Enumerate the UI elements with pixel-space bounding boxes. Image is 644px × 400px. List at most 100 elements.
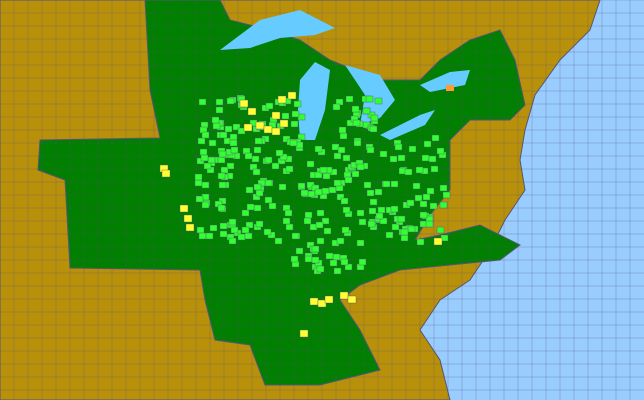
bright-county <box>197 137 206 145</box>
bright-county <box>279 153 288 161</box>
bright-county <box>282 217 291 225</box>
bright-county <box>307 190 316 198</box>
bright-county <box>201 181 210 189</box>
yellow-county <box>287 91 297 100</box>
bright-county <box>194 179 203 187</box>
bright-county <box>291 232 300 240</box>
bright-county <box>430 165 439 173</box>
bright-county <box>325 252 334 260</box>
bright-county <box>368 207 377 215</box>
bright-county <box>218 150 227 158</box>
yellow-county <box>239 99 249 108</box>
bright-county <box>232 123 241 131</box>
bright-county <box>201 201 210 209</box>
bright-county <box>426 187 435 195</box>
bright-county <box>423 140 432 148</box>
bright-county <box>429 202 438 210</box>
bright-county <box>319 166 328 174</box>
bright-county <box>439 184 448 192</box>
yellow-county <box>277 95 287 104</box>
bright-county <box>257 179 266 187</box>
bright-county <box>226 162 235 170</box>
bright-county <box>285 223 294 231</box>
bright-county <box>341 226 350 234</box>
yellow-county <box>339 291 349 300</box>
bright-county <box>336 193 345 201</box>
bright-county <box>220 166 229 174</box>
bright-county <box>394 143 403 151</box>
bright-county <box>194 173 203 181</box>
bright-county <box>251 155 260 163</box>
bright-county <box>219 131 228 139</box>
bright-county <box>323 227 332 235</box>
bright-county <box>328 186 337 194</box>
bright-county <box>390 205 399 213</box>
bright-county <box>351 170 360 178</box>
bright-county <box>207 156 216 164</box>
yellow-county <box>347 295 357 304</box>
yellow-county <box>309 297 319 306</box>
bright-county <box>200 154 209 162</box>
bright-county <box>217 204 226 212</box>
bright-county <box>316 265 325 273</box>
bright-county <box>351 105 360 113</box>
yellow-county <box>271 127 281 136</box>
bright-county <box>374 188 383 196</box>
bright-county <box>271 162 280 170</box>
bright-county <box>229 139 238 147</box>
bright-county <box>303 217 312 225</box>
bright-county <box>442 191 451 199</box>
bright-county <box>228 218 237 226</box>
bright-county <box>390 180 399 188</box>
bright-county <box>304 255 313 263</box>
bright-county <box>274 237 283 245</box>
bright-county <box>211 116 220 124</box>
bright-county <box>356 163 365 171</box>
bright-county <box>230 146 239 154</box>
bright-county <box>353 139 362 147</box>
bright-county <box>316 209 325 217</box>
bright-county <box>245 186 254 194</box>
bright-county <box>425 220 434 228</box>
bright-county <box>366 189 375 197</box>
bright-county <box>203 162 212 170</box>
yellow-county <box>263 125 273 134</box>
bright-county <box>224 125 233 133</box>
bright-county <box>352 119 361 127</box>
yellow-county <box>317 299 327 308</box>
bright-county <box>253 204 262 212</box>
bright-county <box>374 97 383 105</box>
bright-county <box>196 226 205 234</box>
bright-county <box>333 267 342 275</box>
bright-county <box>304 211 313 219</box>
bright-county <box>264 156 273 164</box>
bright-county <box>306 160 315 168</box>
bright-county <box>329 259 338 267</box>
bright-county <box>340 197 349 205</box>
bright-county <box>404 168 413 176</box>
bright-county <box>406 199 415 207</box>
bright-county <box>289 139 298 147</box>
bright-county <box>362 107 371 115</box>
bright-county <box>315 221 324 229</box>
bright-county <box>344 263 353 271</box>
bright-county <box>290 120 299 128</box>
bright-county <box>345 95 354 103</box>
bright-county <box>337 146 346 154</box>
bright-county <box>332 103 341 111</box>
bright-county <box>244 232 253 240</box>
bright-county <box>212 122 221 130</box>
bright-county <box>281 112 290 120</box>
bright-county <box>268 202 277 210</box>
yellow-county <box>279 119 289 128</box>
bright-county <box>365 95 374 103</box>
bright-county <box>297 182 306 190</box>
bright-county <box>385 231 394 239</box>
bright-county <box>314 188 323 196</box>
bright-county <box>342 154 351 162</box>
bright-county <box>397 154 406 162</box>
bright-county <box>342 206 351 214</box>
yellow-county <box>247 107 257 116</box>
bright-county <box>263 228 272 236</box>
bright-county <box>332 253 341 261</box>
